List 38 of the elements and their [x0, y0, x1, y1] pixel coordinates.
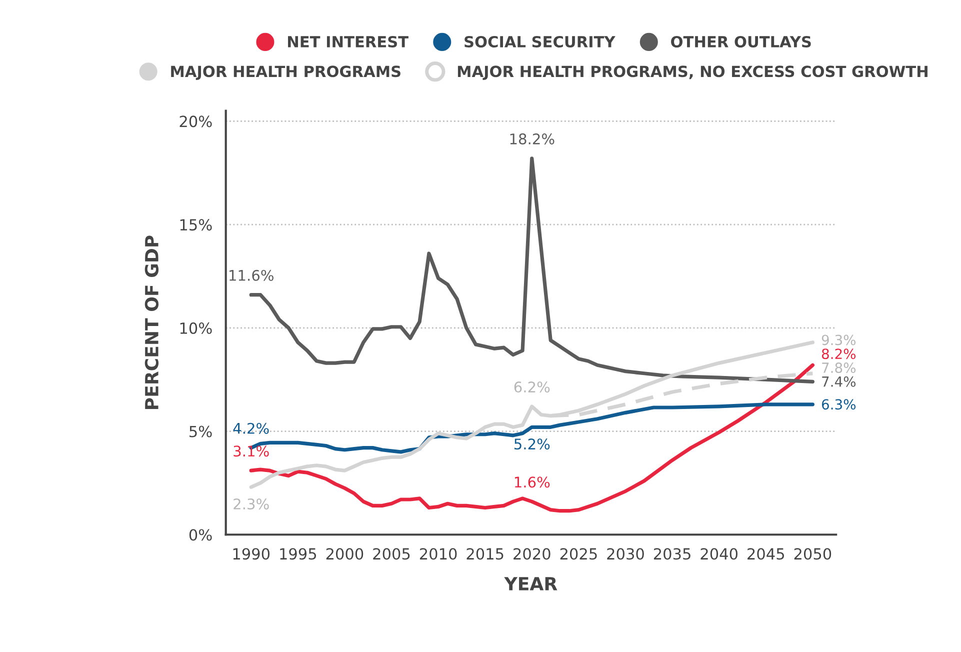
- annotation: 1.6%: [514, 476, 550, 488]
- legend-label: OTHER OUTLAYS: [671, 36, 811, 48]
- annotation: 9.3%: [822, 334, 856, 346]
- annotation: 7.8%: [822, 362, 856, 373]
- x-tick-label: 1995: [280, 548, 316, 560]
- x-tick-label: 2000: [326, 548, 364, 560]
- annotation: 18.2%: [510, 133, 554, 144]
- annotation: 8.2%: [822, 348, 856, 360]
- x-axis-title: YEAR: [504, 577, 558, 590]
- y-axis-title: PERCENT OF GDP: [144, 236, 159, 409]
- x-tick-label: 2015: [466, 548, 504, 560]
- x-tick-label: 2025: [560, 548, 597, 560]
- annotation: 3.1%: [234, 446, 269, 457]
- y-tick-label: 20%: [180, 116, 212, 128]
- annotation: 7.4%: [822, 376, 856, 387]
- legend-label: SOCIAL SECURITY: [464, 36, 616, 48]
- x-tick-label: 2045: [748, 548, 784, 560]
- annotation: 6.3%: [822, 399, 856, 410]
- legend-label: MAJOR HEALTH PROGRAMS: [171, 66, 400, 80]
- annotation: 2.3%: [234, 498, 269, 510]
- y-tick-label: 10%: [180, 322, 212, 334]
- annotation: 5.2%: [514, 438, 550, 450]
- y-tick-label: 0%: [189, 529, 212, 541]
- legend-label: NET INTEREST: [288, 36, 408, 48]
- y-tick-label: 15%: [180, 219, 212, 231]
- legend-label: MAJOR HEALTH PROGRAMS, NO EXCESS COST GROWTH: [458, 66, 928, 80]
- x-tick-label: 2010: [420, 548, 457, 560]
- annotation: 11.6%: [230, 270, 274, 281]
- x-tick-label: 2005: [373, 548, 410, 560]
- x-tick-label: 2040: [700, 548, 738, 560]
- x-tick-label: 2020: [514, 548, 550, 560]
- x-tick-label: 2035: [654, 548, 690, 560]
- x-tick-label: 2030: [607, 548, 644, 560]
- x-tick-label: 1990: [233, 548, 270, 560]
- x-tick-label: 2050: [794, 548, 832, 560]
- y-tick-label: 5%: [190, 426, 212, 438]
- annotation: 4.2%: [233, 422, 269, 434]
- annotation: 6.2%: [514, 382, 550, 393]
